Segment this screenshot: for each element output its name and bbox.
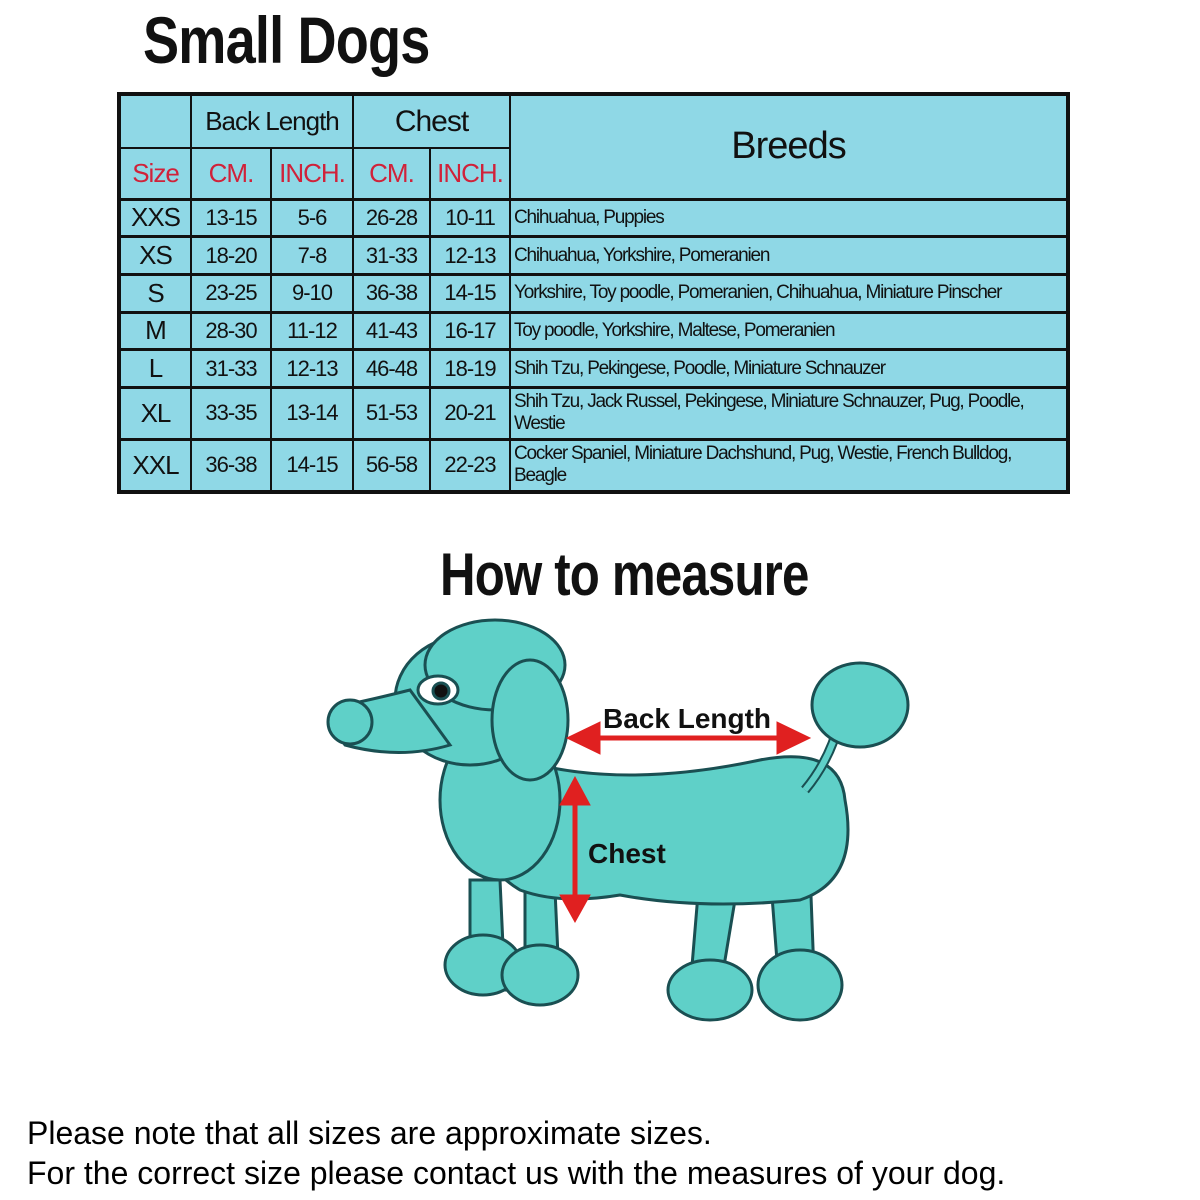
size-cell: S <box>118 272 192 314</box>
back-length-arrow-icon <box>565 721 812 755</box>
table-row: M 28-30 11-12 41-43 16-17 Toy poodle, Yorkshi… <box>118 310 1069 352</box>
chest-cm-cell: 36-38 <box>352 272 431 314</box>
header-chest-inch: INCH. <box>429 147 511 201</box>
chest-cm-cell: 31-33 <box>352 235 431 276</box>
header-back-length: Back Length <box>190 92 354 150</box>
size-cell: XL <box>118 385 192 441</box>
back-inch-cell: 14-15 <box>270 437 354 494</box>
breeds-cell: Shih Tzu, Jack Russel, Pekingese, Miniat… <box>509 385 1069 441</box>
header-chest: Chest <box>352 92 511 150</box>
header-size: Size <box>118 147 192 201</box>
chest-inch-cell: 10-11 <box>429 197 511 239</box>
chest-inch-cell: 20-21 <box>429 385 511 441</box>
measure-title: How to measure <box>440 541 809 608</box>
poodle-icon <box>326 618 910 1022</box>
back-length-label: Back Length <box>603 703 771 734</box>
breeds-cell: Yorkshire, Toy poodle, Pomeranien, Chihu… <box>509 272 1069 314</box>
table-row: S 23-25 9-10 36-38 14-15 Yorkshire, Toy poodl… <box>118 272 1069 314</box>
breeds-cell: Cocker Spaniel, Miniature Dachshund, Pug… <box>509 437 1069 494</box>
chest-inch-cell: 12-13 <box>429 235 511 276</box>
header-chest-cm: CM. <box>352 147 431 201</box>
back-inch-cell: 13-14 <box>270 385 354 441</box>
header-empty <box>118 92 192 150</box>
table-row: L 31-33 12-13 46-48 18-19 Shih Tzu, Pekingese… <box>118 348 1069 389</box>
size-cell: XXS <box>118 197 192 239</box>
chest-inch-cell: 14-15 <box>429 272 511 314</box>
chest-inch-cell: 22-23 <box>429 437 511 494</box>
header-row-units: Size CM. INCH. CM. INCH. <box>118 147 1068 201</box>
back-inch-cell: 9-10 <box>270 272 354 314</box>
chest-inch-cell: 16-17 <box>429 310 511 352</box>
table-row: XL 33-35 13-14 51-53 20-21 Shih Tzu, Jack Rus… <box>118 385 1069 441</box>
header-back-cm: CM. <box>190 147 272 201</box>
table-row: XXS 13-15 5-6 26-28 10-11 Chihuahua, Puppies <box>118 197 1069 239</box>
back-cm-cell: 33-35 <box>190 385 272 441</box>
back-inch-cell: 7-8 <box>270 235 354 276</box>
note-approximate: Please note that all sizes are approxima… <box>27 1115 712 1151</box>
header-back-inch: INCH. <box>270 147 354 201</box>
chest-cm-cell: 56-58 <box>352 437 431 494</box>
header-row-groups: Back Length Chest Breeds <box>118 92 1069 201</box>
back-inch-cell: 11-12 <box>270 310 354 352</box>
breeds-cell: Chihuahua, Yorkshire, Pomeranien <box>509 235 1069 276</box>
back-cm-cell: 13-15 <box>190 197 272 239</box>
size-cell: L <box>118 348 192 389</box>
dog-illustration: Back Length Chest <box>326 618 910 1022</box>
back-inch-cell: 5-6 <box>270 197 354 239</box>
size-cell: M <box>118 310 192 352</box>
chest-cm-cell: 26-28 <box>352 197 431 239</box>
header-breeds: Breeds <box>509 92 1069 201</box>
chest-cm-cell: 41-43 <box>352 310 431 352</box>
breeds-cell: Toy poodle, Yorkshire, Maltese, Pomerani… <box>509 310 1069 352</box>
back-cm-cell: 36-38 <box>190 437 272 494</box>
size-table: Back Length Chest Breeds Size CM. INCH. … <box>117 92 1070 494</box>
breeds-cell: Chihuahua, Puppies <box>509 197 1069 239</box>
chest-cm-cell: 51-53 <box>352 385 431 441</box>
chest-inch-cell: 18-19 <box>429 348 511 389</box>
chest-arrow-icon <box>559 775 591 924</box>
back-cm-cell: 28-30 <box>190 310 272 352</box>
back-cm-cell: 23-25 <box>190 272 272 314</box>
table-row: XS 18-20 7-8 31-33 12-13 Chihuahua, Yorkshire… <box>118 235 1069 276</box>
note-contact: For the correct size please contact us w… <box>27 1155 1006 1191</box>
back-cm-cell: 18-20 <box>190 235 272 276</box>
back-inch-cell: 12-13 <box>270 348 354 389</box>
page-title: Small Dogs <box>143 3 430 77</box>
size-cell: XXL <box>118 437 192 494</box>
back-cm-cell: 31-33 <box>190 348 272 389</box>
table-row: XXL 36-38 14-15 56-58 22-23 Cocker Spaniel, M… <box>118 437 1069 494</box>
size-cell: XS <box>118 235 192 276</box>
breeds-cell: Shih Tzu, Pekingese, Poodle, Miniature S… <box>509 348 1069 389</box>
chest-cm-cell: 46-48 <box>352 348 431 389</box>
chest-label: Chest <box>588 838 666 869</box>
